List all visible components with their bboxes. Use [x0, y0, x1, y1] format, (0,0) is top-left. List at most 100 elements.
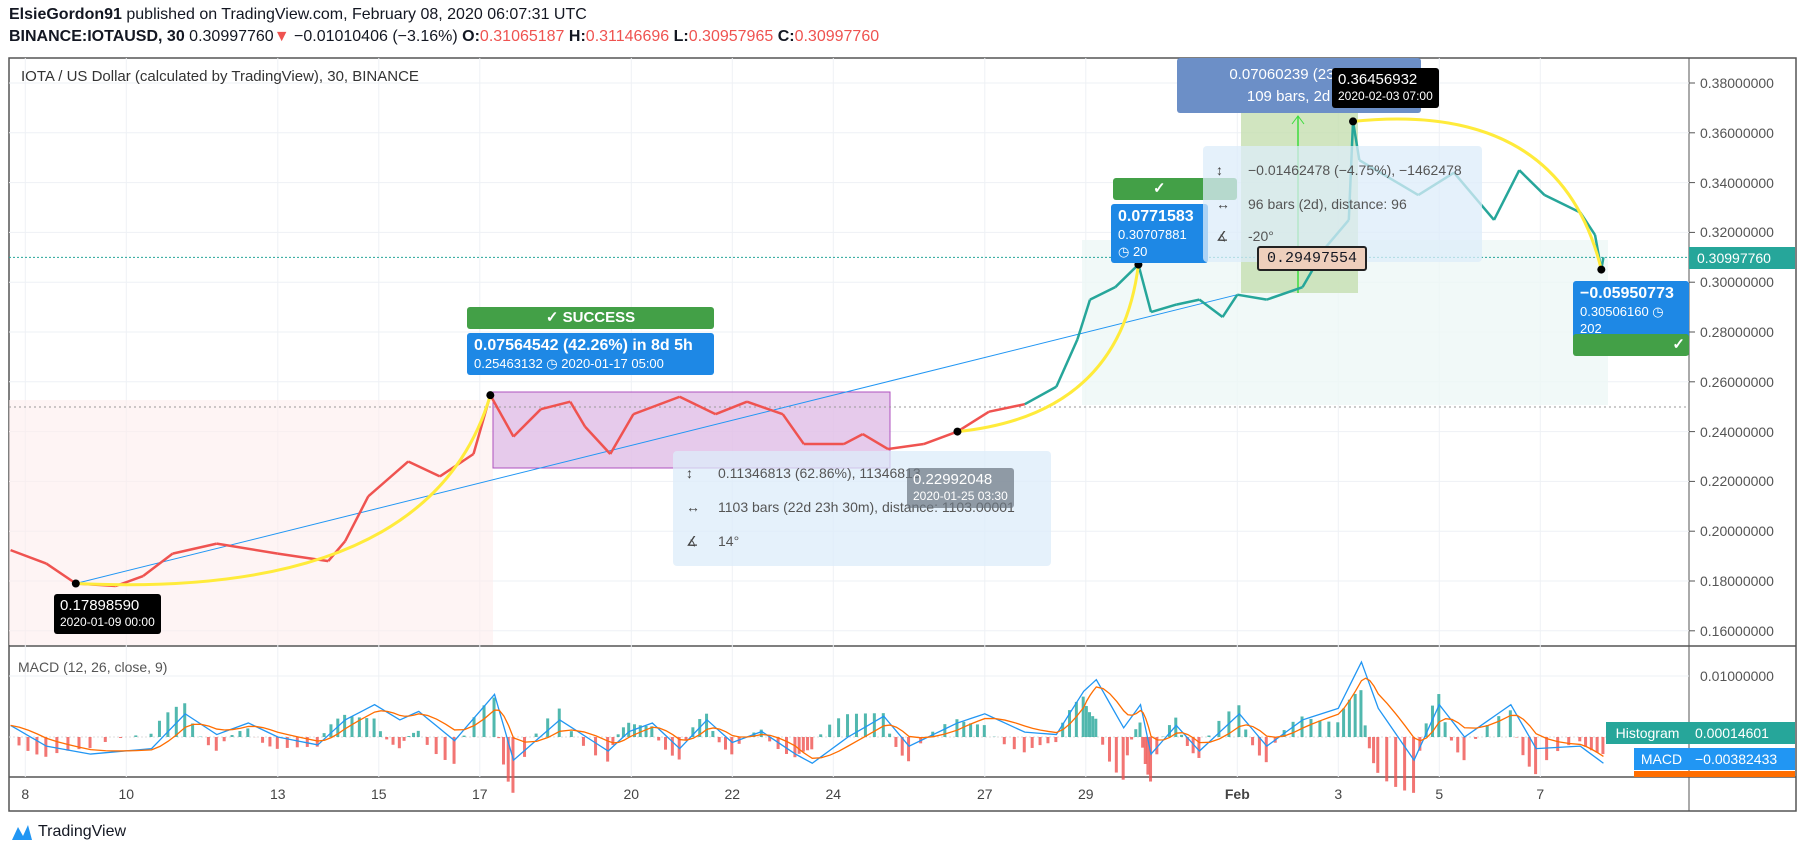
macd-value: −0.00382433 — [1689, 748, 1795, 770]
range-price: 0.11346813 (62.86%), 11346813 — [718, 465, 921, 481]
histogram-bar — [412, 732, 416, 737]
projection-label-3[interactable]: −0.05950773 0.30506160 ◷ 202 — [1573, 281, 1689, 340]
histogram-bar — [1084, 706, 1088, 737]
price-tick-label: 0.32000000 — [1700, 224, 1774, 241]
histogram-bar — [1038, 737, 1042, 746]
histogram-bar — [1088, 712, 1092, 737]
histogram-bar — [611, 737, 615, 746]
histogram-bar — [793, 737, 797, 758]
histogram-bar — [943, 724, 947, 737]
price-segment — [1150, 303, 1177, 314]
histogram-bar — [616, 734, 620, 737]
histogram-bar — [506, 737, 510, 782]
anchor-point — [1597, 265, 1606, 274]
down-arrow-icon: ▼ — [273, 28, 290, 45]
anchor-point — [953, 427, 962, 436]
price-segment — [1221, 294, 1239, 318]
time-tick-label: 22 — [724, 786, 741, 802]
histogram-bar — [1359, 690, 1363, 737]
projection-label-1[interactable]: 0.07564542 (42.26%) in 8d 5h 0.25463132 ◷… — [467, 333, 714, 375]
curve-arrow-3 — [1352, 117, 1603, 270]
histogram-bar — [1589, 737, 1593, 751]
histogram-bar — [378, 731, 382, 737]
price-segment — [10, 548, 47, 565]
histogram-bar — [1527, 737, 1531, 767]
price-segment — [1176, 298, 1200, 306]
histogram-bar — [872, 713, 876, 737]
histogram-bar — [55, 737, 59, 754]
histogram-bar — [1318, 720, 1322, 737]
high-label: H: — [568, 28, 586, 45]
price-segment — [1055, 338, 1079, 388]
histogram-bar — [837, 718, 841, 737]
histogram-bar — [806, 737, 810, 751]
histogram-bar — [1091, 716, 1095, 737]
price-segment — [45, 562, 77, 585]
projection-label-2[interactable]: 0.0771583 0.30707881 ◷ 20 — [1111, 204, 1208, 263]
histogram-bar — [894, 737, 898, 747]
histogram-bar — [1180, 734, 1184, 737]
histogram-bar — [632, 724, 636, 737]
histogram-bar — [482, 705, 486, 737]
histogram-bar — [1309, 718, 1313, 737]
histogram-bar — [557, 708, 561, 737]
histogram-bar — [66, 737, 70, 751]
histogram-bar — [1474, 737, 1478, 739]
histogram-bar — [969, 723, 973, 737]
range2-angle: -20° — [1248, 228, 1274, 244]
histogram-bar — [357, 717, 361, 737]
histogram-bar — [285, 737, 289, 748]
histogram-bar — [1046, 737, 1050, 744]
price-tick-label: 0.18000000 — [1700, 573, 1774, 589]
histogram-bar — [501, 737, 505, 765]
last-price: 0.30997760 — [189, 28, 274, 45]
histogram-bar — [1595, 737, 1599, 753]
anchor-point — [71, 579, 80, 588]
histogram-bar — [717, 737, 721, 743]
check-icon: ✓ — [545, 309, 563, 326]
histogram-bar — [1601, 737, 1605, 755]
histogram-bar — [261, 737, 265, 743]
histogram-bar — [1437, 694, 1441, 737]
histogram-bar — [472, 717, 476, 737]
author-name[interactable]: ElsieGordon91 — [9, 6, 122, 23]
faded-price: 0.22992048 — [913, 471, 993, 488]
histogram-bar — [1449, 737, 1453, 741]
histogram-bar — [1121, 737, 1125, 780]
price-segment — [887, 442, 924, 451]
price-segment — [407, 460, 441, 478]
histogram-bar — [881, 713, 885, 737]
symbol: BINANCE:IOTAUSD, 30 — [9, 28, 185, 45]
curve-arrow-2 — [957, 264, 1140, 434]
open-label: O: — [462, 28, 480, 45]
histogram-bar — [1291, 721, 1295, 737]
macd-title[interactable]: MACD (12, 26, close, 9) — [18, 659, 168, 675]
close-label: C: — [777, 28, 795, 45]
price-segment — [1089, 286, 1116, 301]
price-segment — [956, 410, 990, 433]
projection-target-3: 0.30506160 ◷ 202 — [1580, 304, 1664, 336]
histogram-bar — [1430, 705, 1434, 737]
histogram-bar — [1167, 725, 1171, 737]
histogram-bar — [846, 714, 850, 737]
histogram-bar — [569, 731, 573, 737]
histogram-bar — [1534, 737, 1538, 775]
histogram-bar — [1207, 735, 1211, 737]
price-segment — [1237, 293, 1267, 301]
anchor-point — [486, 391, 495, 400]
time-tick-label: 8 — [21, 786, 30, 802]
histogram-bar — [1456, 737, 1460, 753]
histogram-bar — [1412, 737, 1416, 793]
histogram-bar — [819, 734, 823, 737]
tradingview-logo[interactable]: TradingView — [10, 822, 126, 842]
high-time: 2020-02-03 07:00 — [1338, 89, 1433, 103]
histogram-bar — [385, 737, 389, 740]
low-time: 2020-01-09 00:00 — [60, 615, 155, 629]
histogram-bar — [657, 737, 661, 741]
histogram-bar — [17, 737, 21, 746]
histogram-bar — [1521, 737, 1525, 756]
histogram-bar — [1244, 729, 1248, 737]
histogram-bar — [492, 697, 496, 737]
histogram-bar — [35, 737, 39, 755]
